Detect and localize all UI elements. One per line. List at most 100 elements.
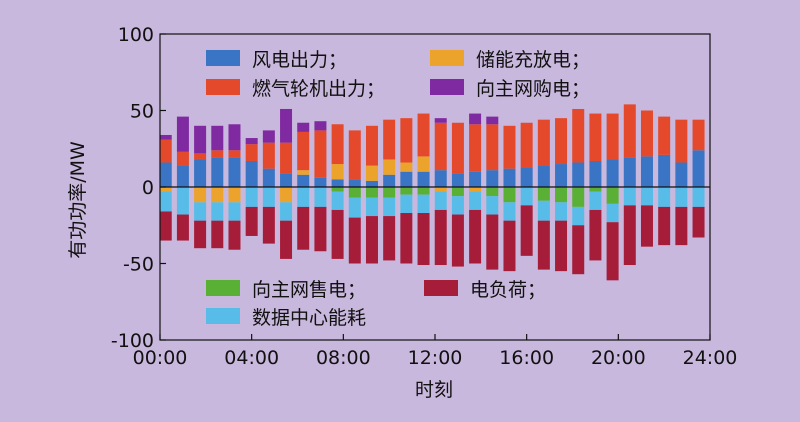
bar-segment	[348, 197, 361, 218]
bar-segment	[194, 153, 207, 160]
bar-segment	[228, 220, 241, 250]
bar-segment	[469, 171, 482, 187]
bar-segment	[331, 187, 344, 192]
bar-segment	[623, 187, 636, 206]
bar-segment	[400, 162, 413, 172]
bar-segment	[658, 116, 671, 155]
legend-label: 风电出力；	[252, 49, 347, 71]
legend-label: 向主网售电；	[252, 279, 366, 301]
bar-segment	[383, 187, 396, 198]
legend-label: 向主网购电；	[476, 78, 590, 100]
y-tick-label: 100	[118, 24, 154, 46]
bar-segment	[537, 220, 550, 270]
bar-segment	[176, 214, 189, 241]
bar-segment	[280, 142, 293, 174]
bar-segment	[537, 165, 550, 187]
bar-segment	[555, 220, 568, 272]
bar-segment	[623, 104, 636, 158]
bar-segment	[451, 187, 464, 197]
x-axis-title: 时刻	[415, 379, 453, 401]
bar-segment	[280, 202, 293, 221]
bar-segment	[572, 162, 585, 187]
bar-segment	[658, 187, 671, 207]
bar-segment	[589, 160, 602, 187]
bar-segment	[176, 151, 189, 166]
bar-segment	[194, 202, 207, 221]
bar-segment	[606, 159, 619, 187]
bar-segment	[314, 130, 327, 178]
bar-segment	[348, 187, 361, 198]
bar-segment	[537, 200, 550, 221]
bar-segment	[451, 122, 464, 174]
bar-segment	[417, 187, 430, 195]
bar-segment	[383, 174, 396, 187]
bar-segment	[365, 216, 378, 264]
bar-segment	[262, 130, 275, 143]
bar-segment	[211, 220, 224, 249]
bar-segment	[314, 206, 327, 252]
bar-segment	[572, 187, 585, 207]
bar-segment	[331, 191, 344, 210]
bar-segment	[194, 187, 207, 203]
bar-segment	[503, 125, 516, 169]
x-tick-label: 00:00	[133, 347, 188, 369]
bar-segment	[469, 113, 482, 125]
bar-segment	[331, 164, 344, 180]
bar-segment	[228, 187, 241, 203]
legend-label: 数据中心能耗	[252, 307, 366, 329]
bar-segment	[503, 168, 516, 187]
bar-segment	[194, 220, 207, 249]
x-tick-label: 04:00	[224, 347, 279, 369]
bar-segment	[451, 196, 464, 215]
bar-segment	[176, 116, 189, 152]
legend-swatch	[424, 280, 458, 296]
bar-segment	[211, 202, 224, 221]
bar-segment	[451, 173, 464, 187]
bar-segment	[675, 162, 688, 187]
bar-segment	[331, 179, 344, 187]
bar-segment	[245, 138, 258, 145]
y-tick-label: 0	[142, 177, 154, 199]
bar-segment	[537, 119, 550, 166]
x-tick-label: 20:00	[591, 347, 646, 369]
bar-segment	[365, 187, 378, 198]
bar-segment	[297, 131, 310, 171]
legend-swatch	[206, 50, 240, 66]
bar-segment	[640, 205, 653, 247]
bar-segment	[658, 154, 671, 187]
ticks-layer: -100 -50 0 50 100 00:00 04:00 08:00 12:00 16:00 20…	[111, 24, 738, 369]
bar-segment	[555, 164, 568, 187]
bar-segment	[417, 171, 430, 187]
legend-swatch	[206, 280, 240, 296]
bar-segment	[314, 177, 327, 187]
bar-segment	[159, 191, 172, 212]
bar-segment	[159, 211, 172, 241]
y-tick-label: -50	[123, 254, 154, 276]
legend-label: 燃气轮机出力；	[252, 78, 385, 100]
bar-segment	[469, 191, 482, 210]
bar-segment	[400, 171, 413, 187]
bar-segment	[589, 113, 602, 161]
bar-segment	[572, 206, 585, 226]
bar-segment	[606, 203, 619, 223]
bar-segment	[606, 113, 619, 160]
bar-segment	[589, 191, 602, 210]
bar-segment	[176, 187, 189, 215]
bar-segment	[486, 116, 499, 125]
bar-segment	[434, 170, 447, 187]
bar-segment	[176, 165, 189, 187]
bar-segment	[606, 187, 619, 204]
bar-segment	[383, 159, 396, 175]
bar-segment	[245, 187, 258, 207]
bar-segment	[280, 187, 293, 203]
bar-segment	[400, 187, 413, 195]
bar-segment	[640, 187, 653, 206]
bars-layer	[159, 104, 705, 281]
bar-segment	[228, 124, 241, 151]
legend-top: 风电出力； 储能充放电； 燃气轮机出力； 向主网购电；	[206, 49, 590, 100]
x-tick-label: 08:00	[316, 347, 371, 369]
bar-segment	[675, 206, 688, 246]
bar-segment	[486, 187, 499, 197]
bar-segment	[675, 119, 688, 163]
bar-segment	[211, 125, 224, 151]
